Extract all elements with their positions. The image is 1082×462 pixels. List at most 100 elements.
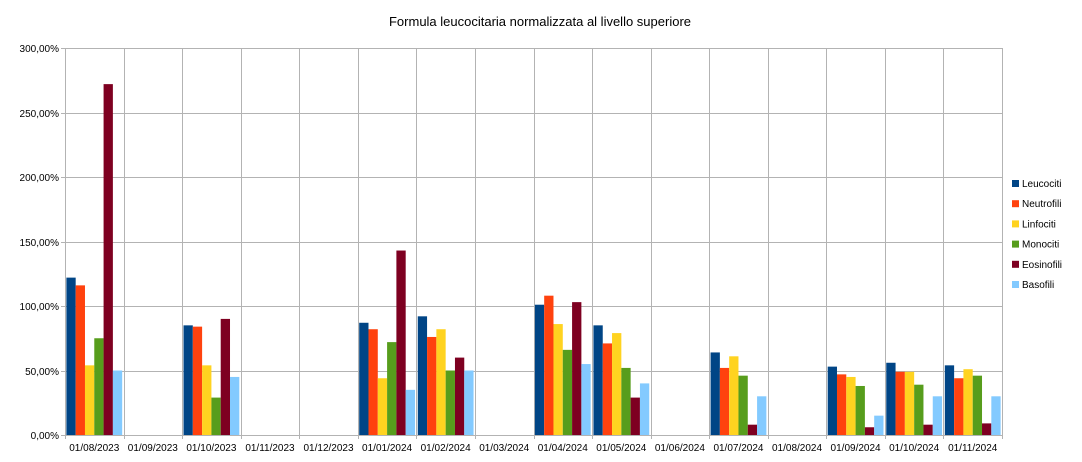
chart-title: Formula leucocitaria normalizzata al liv… [389,14,691,29]
legend-swatch [1012,220,1019,228]
x-tick-label: 01/12/2023 [303,443,353,454]
bar-leucociti-01-08-2023 [66,277,76,435]
x-tick-label: 01/05/2024 [596,443,646,454]
x-tick-label: 01/09/2024 [831,443,881,454]
x-tick-label: 01/09/2023 [128,443,178,454]
x-tick-label: 01/04/2024 [538,443,588,454]
bar-linfociti-01-02-2024 [436,329,446,435]
legend-label: Leucociti [1022,179,1061,190]
grid-layer [65,48,1003,439]
legend-label: Neutrofili [1022,199,1061,210]
bar-basofili-01-08-2023 [112,370,123,435]
bar-basofili-01-01-2024 [405,389,415,435]
x-tick-label: 01/07/2024 [713,443,763,454]
y-tick-label: 100,00% [20,302,60,313]
bar-linfociti-01-04-2024 [553,324,563,435]
bar-basofili-01-02-2024 [464,370,474,435]
bar-monociti-01-04-2024 [562,349,573,435]
bar-eosinofili-01-02-2024 [454,357,465,435]
bar-leucociti-01-05-2024 [593,325,603,435]
bar-linfociti-01-11-2024 [963,369,973,435]
bar-neutrofili-01-05-2024 [602,343,613,435]
axis-layer: 0,00% 50,00% 100,00% 150,00% 200,00% 250,00% 3… [20,44,1002,454]
bar-leucociti-01-01-2024 [359,322,369,435]
bar-linfociti-01-01-2024 [377,378,388,435]
bar-eosinofili-01-05-2024 [630,397,640,435]
x-tick-label: 01/06/2024 [655,443,705,454]
x-tick-label: 01/10/2024 [889,443,939,454]
bar-neutrofili-01-08-2023 [75,285,85,435]
legend-label: Eosinofili [1022,260,1062,271]
bar-linfociti-01-10-2024 [904,371,915,435]
bar-neutrofili-01-10-2024 [895,371,905,435]
bar-leucociti-01-07-2024 [710,352,720,435]
bar-basofili-01-05-2024 [639,383,650,435]
x-tick-label: 01/08/2023 [69,443,119,454]
bar-linfociti-01-08-2023 [84,365,95,435]
bar-neutrofili-01-07-2024 [719,367,730,435]
legend-item-leucociti: Leucociti [1012,179,1061,190]
bars-layer [66,84,1001,436]
bar-eosinofili-01-11-2024 [982,423,992,435]
y-tick-label: 200,00% [20,173,60,184]
bar-eosinofili-01-01-2024 [396,250,406,435]
bar-monociti-01-07-2024 [738,375,748,435]
y-tick-label: 250,00% [20,109,60,120]
legend-item-linfociti: Linfociti [1012,219,1056,230]
legend-item-neutrofili: Neutrofili [1012,199,1061,210]
legend-swatch [1012,200,1019,208]
legend-swatch [1012,180,1019,187]
y-tick-label: 150,00% [20,238,60,249]
bar-monociti-01-08-2023 [94,338,104,435]
bar-leucociti-01-09-2024 [827,366,837,435]
bar-basofili-01-04-2024 [581,364,591,435]
bar-neutrofili-01-04-2024 [544,295,554,435]
bar-monociti-01-10-2024 [914,384,924,435]
legend-swatch [1012,240,1019,248]
bar-leucociti-01-10-2024 [886,362,896,435]
bar-neutrofili-01-10-2023 [192,326,203,435]
bar-neutrofili-01-02-2024 [427,336,437,435]
bar-monociti-01-01-2024 [387,342,397,435]
bar-monociti-01-09-2024 [855,385,865,435]
bar-eosinofili-01-07-2024 [747,424,758,435]
bar-monociti-01-10-2023 [211,397,221,435]
legend-label: Basofili [1022,280,1054,291]
legend-item-eosinofili: Eosinofili [1012,260,1062,271]
bar-monociti-01-02-2024 [445,370,455,435]
bar-leucociti-01-11-2024 [944,365,955,435]
bar-neutrofili-01-09-2024 [836,374,847,435]
bar-linfociti-01-09-2024 [846,376,856,435]
bar-leucociti-01-02-2024 [417,316,428,435]
bar-linfociti-01-10-2023 [202,365,212,435]
x-tick-label: 01/10/2023 [186,443,236,454]
bar-basofili-01-10-2023 [230,376,240,435]
bar-monociti-01-11-2024 [972,375,983,435]
bar-monociti-01-05-2024 [621,367,631,435]
x-tick-label: 01/02/2024 [421,443,471,454]
x-tick-label: 01/11/2024 [948,443,998,454]
legend-swatch [1012,260,1019,268]
bar-eosinofili-01-10-2024 [923,424,933,435]
bar-eosinofili-01-04-2024 [572,302,582,435]
bar-eosinofili-01-08-2023 [103,84,113,436]
legend-item-basofili: Basofili [1012,280,1054,291]
legend-label: Linfociti [1022,219,1056,230]
bar-basofili-01-10-2024 [932,396,943,435]
bar-leucociti-01-10-2023 [183,325,193,435]
y-tick-label: 0,00% [31,431,59,442]
bar-neutrofili-01-01-2024 [368,329,378,435]
bar-basofili-01-09-2024 [874,415,884,435]
bar-eosinofili-01-10-2023 [220,318,231,435]
legend-label: Monociti [1022,240,1059,251]
bar-leucociti-01-04-2024 [534,304,545,435]
legend: Leucociti Neutrofili Linfociti Monociti Eosi… [1012,179,1062,291]
x-tick-label: 01/08/2024 [772,443,822,454]
x-tick-label: 01/03/2024 [479,443,529,454]
bar-linfociti-01-05-2024 [612,333,622,435]
bar-neutrofili-01-11-2024 [954,378,964,435]
x-tick-label: 01/11/2023 [245,443,295,454]
legend-swatch [1012,281,1019,288]
